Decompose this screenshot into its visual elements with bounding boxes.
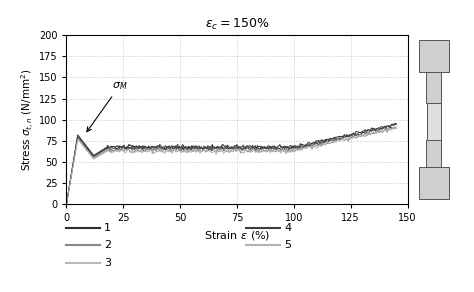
- Bar: [419, 167, 449, 199]
- Text: 5: 5: [284, 240, 292, 250]
- Bar: [426, 140, 441, 167]
- Title: $\varepsilon_c = 150\%$: $\varepsilon_c = 150\%$: [205, 17, 269, 32]
- Bar: [419, 40, 449, 72]
- Y-axis label: Stress $\sigma_{t,n}$ (N/mm$^2$): Stress $\sigma_{t,n}$ (N/mm$^2$): [19, 69, 36, 171]
- Text: 4: 4: [284, 223, 292, 233]
- Text: $\sigma_M$: $\sigma_M$: [87, 80, 128, 132]
- Text: 1: 1: [104, 223, 111, 233]
- Text: 2: 2: [104, 240, 111, 250]
- Bar: [427, 103, 440, 140]
- Text: 3: 3: [104, 258, 111, 268]
- X-axis label: Strain $\varepsilon$ (%): Strain $\varepsilon$ (%): [204, 229, 270, 242]
- Bar: [426, 72, 441, 103]
